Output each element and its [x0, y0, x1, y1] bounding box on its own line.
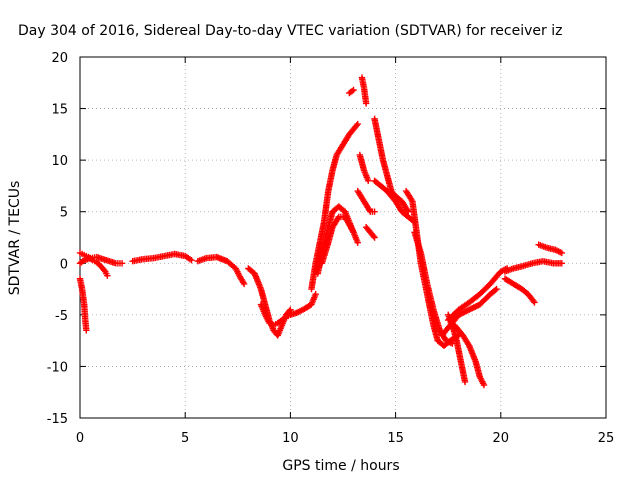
- data-point: [348, 87, 356, 95]
- data-point: [480, 381, 488, 389]
- data-point: [83, 327, 90, 334]
- y-tick-label: 5: [60, 206, 68, 221]
- chart-title: Day 304 of 2016, Sidereal Day-to-day VTE…: [18, 23, 562, 39]
- y-tick-label: 10: [51, 154, 68, 169]
- data-point: [362, 100, 370, 107]
- x-tick-label: 20: [493, 431, 510, 446]
- data-point: [530, 297, 537, 305]
- y-tick-label: -15: [47, 412, 68, 427]
- y-tick-label: 20: [51, 51, 68, 66]
- data-point: [281, 314, 288, 322]
- data-point: [104, 272, 111, 279]
- data-point: [350, 86, 357, 94]
- data-point: [286, 307, 293, 315]
- data-point: [354, 239, 361, 246]
- y-tick-label: -5: [55, 309, 68, 324]
- data-points: [76, 74, 566, 389]
- data-point: [353, 122, 360, 129]
- data-point: [365, 177, 372, 184]
- x-tick-label: 5: [181, 431, 189, 446]
- data-point: [531, 299, 538, 306]
- plot-frame: [79, 56, 607, 419]
- y-axis-label: SDTVAR / TECUs: [7, 181, 23, 296]
- y-tick-label: 0: [60, 257, 68, 272]
- axis-ticks: 0 5 10 15 20 25 -15 -10 -5 0 5 10 15 20: [47, 51, 615, 446]
- data-point: [100, 267, 108, 274]
- data-point: [312, 291, 319, 298]
- data-point: [461, 378, 469, 386]
- x-tick-label: 25: [598, 431, 615, 446]
- data-point: [492, 286, 499, 294]
- data-point: [371, 234, 378, 241]
- data-point: [188, 256, 195, 264]
- data-point: [371, 208, 378, 215]
- data-point: [493, 285, 500, 293]
- data-point: [240, 280, 248, 288]
- y-tick-label: 15: [51, 103, 68, 118]
- x-axis-label: GPS time / hours: [282, 458, 399, 474]
- data-point: [354, 120, 361, 128]
- y-tick-label: -10: [47, 360, 68, 375]
- x-tick-label: 0: [76, 431, 84, 446]
- x-tick-label: 15: [387, 431, 404, 446]
- data-point: [558, 260, 566, 267]
- grid: [80, 57, 606, 418]
- x-tick-label: 10: [282, 431, 299, 446]
- data-point: [558, 249, 566, 257]
- data-point: [370, 233, 377, 240]
- data-point: [118, 260, 126, 267]
